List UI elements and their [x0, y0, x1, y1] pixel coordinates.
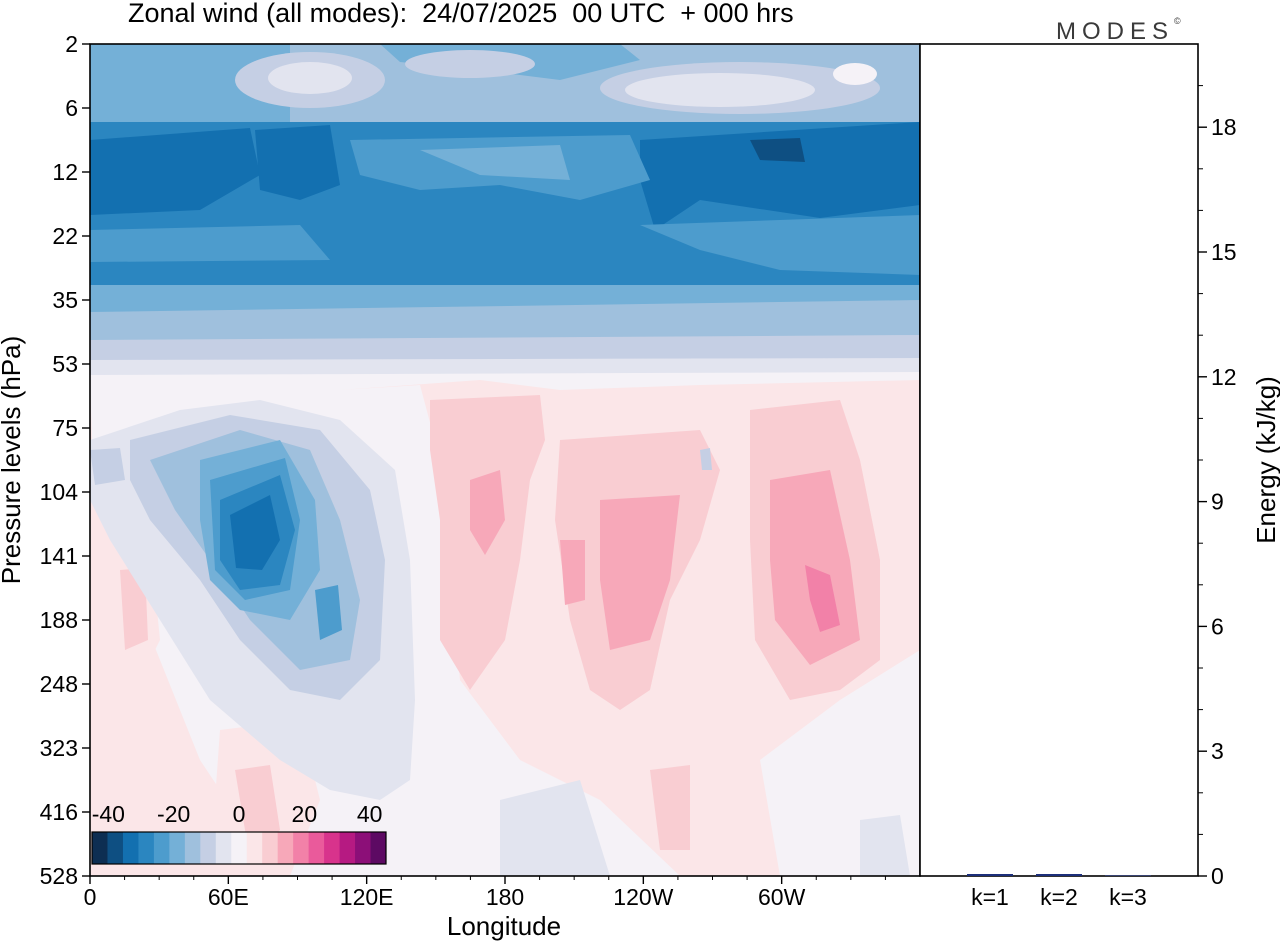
y-tick-label: 22	[52, 223, 78, 249]
energy-x-tick-label: k=3	[1109, 884, 1147, 910]
energy-y-tick-label: 18	[1211, 114, 1237, 140]
colorbar-swatch	[246, 832, 263, 864]
y-tick-label: 6	[65, 95, 78, 121]
x-axis: 0 60E 120E 180 120W 60W	[84, 876, 886, 910]
colorbar-swatch	[277, 832, 294, 864]
brand-mark: ©	[1174, 16, 1181, 26]
energy-axis-label: Energy (kJ/kg)	[1251, 376, 1280, 544]
colorbar-swatch	[169, 832, 186, 864]
x-tick-label: 120W	[613, 884, 673, 910]
y-tick-label: 248	[40, 671, 78, 697]
colorbar-swatch	[138, 832, 155, 864]
colorbar-swatch	[107, 832, 124, 864]
x-tick-label: 60W	[758, 884, 806, 910]
colorbar-tick-label: 0	[233, 801, 246, 827]
heatmap-field	[90, 44, 920, 876]
colorbar-swatch	[339, 832, 356, 864]
energy-y-tick-label: 15	[1211, 239, 1237, 265]
brand-text: MODES	[1056, 18, 1175, 45]
x-tick-label: 0	[84, 884, 97, 910]
energy-panel	[919, 43, 1199, 877]
colorbar-frame	[91, 831, 387, 865]
y-tick-label: 12	[52, 159, 78, 185]
y-tick-label: 188	[40, 607, 78, 633]
colorbar-tick-label: 40	[357, 801, 383, 827]
y-axis-pressure: 2 6 12 22 35 53 75 104 141 188 248 323 416 528	[40, 31, 90, 889]
y-tick-label: 104	[40, 479, 79, 505]
colorbar-swatch	[324, 832, 341, 864]
energy-bar	[967, 874, 1013, 876]
y-axis-energy: 0 3 6 9 12 15 18	[1198, 85, 1237, 889]
colorbar-swatch	[231, 832, 248, 864]
colorbar-swatch	[215, 832, 232, 864]
energy-bar	[1036, 874, 1082, 876]
energy-y-tick-label: 0	[1211, 863, 1224, 889]
colorbar-tick-label: 20	[292, 801, 318, 827]
energy-y-tick-label: 12	[1211, 364, 1237, 390]
energy-x-tick-label: k=2	[1040, 884, 1078, 910]
energy-bar	[1105, 875, 1151, 876]
chart-title: Zonal wind (all modes): 24/07/2025 00 UT…	[128, 0, 794, 28]
colorbar-tick-label: -20	[157, 801, 190, 827]
colorbar: -40 -20 0 20 40	[91, 801, 387, 865]
y-tick-label: 53	[52, 351, 78, 377]
colorbar-swatch	[184, 832, 201, 864]
colorbar-swatches	[92, 832, 387, 864]
y-tick-label: 35	[52, 287, 78, 313]
x-tick-label: 180	[486, 884, 524, 910]
y-tick-label: 416	[40, 799, 78, 825]
energy-y-tick-label: 9	[1211, 489, 1224, 515]
colorbar-tick-label: -40	[92, 801, 125, 827]
energy-bars	[967, 874, 1151, 876]
y-tick-label: 141	[40, 543, 78, 569]
colorbar-swatch	[122, 832, 139, 864]
colorbar-swatch	[262, 832, 279, 864]
colorbar-swatch	[308, 832, 325, 864]
colorbar-swatch	[355, 832, 372, 864]
y-tick-label: 2	[65, 31, 78, 57]
colorbar-swatch	[370, 832, 387, 864]
colorbar-labels: -40 -20 0 20 40	[92, 801, 383, 827]
x-axis-label: Longitude	[447, 911, 561, 941]
y-tick-label: 323	[40, 735, 78, 761]
energy-x-axis: k=1 k=2 k=3	[971, 884, 1147, 910]
energy-x-tick-label: k=1	[971, 884, 1009, 910]
colorbar-swatch	[92, 832, 108, 864]
brand-logo: MODES©	[1056, 16, 1181, 46]
colorbar-swatch	[293, 832, 310, 864]
y-tick-label: 528	[40, 863, 78, 889]
energy-y-tick-label: 6	[1211, 613, 1224, 639]
colorbar-swatch	[200, 832, 217, 864]
x-tick-label: 120E	[340, 884, 394, 910]
y-tick-label: 75	[52, 415, 78, 441]
energy-y-tick-label: 3	[1211, 738, 1224, 764]
colorbar-swatch	[153, 832, 170, 864]
x-tick-label: 60E	[208, 884, 249, 910]
y-axis-label: Pressure levels (hPa)	[0, 336, 26, 585]
